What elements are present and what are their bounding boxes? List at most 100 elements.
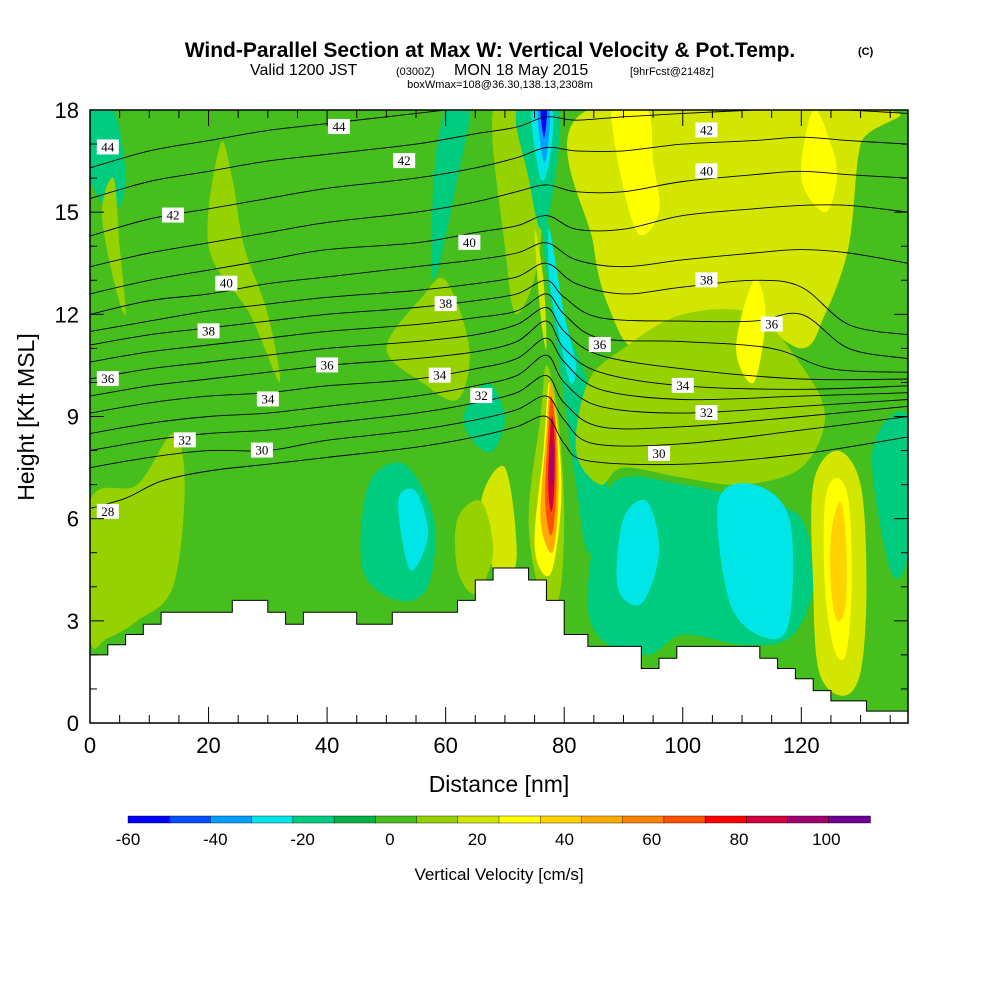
velocity-region-25	[549, 439, 554, 486]
velocity-region-27	[575, 308, 825, 485]
isentrope-label-17: 34	[676, 378, 690, 393]
colorbar-tick-label: 60	[642, 830, 661, 849]
colorbar-swatch-1	[168, 815, 212, 824]
colorbar-swatch-10	[540, 815, 583, 824]
x-tick-label: 100	[664, 733, 701, 758]
y-tick-label: 12	[55, 302, 79, 327]
velocity-region-33	[631, 530, 648, 589]
isentrope-label-box-14	[760, 316, 783, 332]
colorbar-tick-label: -60	[116, 830, 141, 849]
isentrope-43	[90, 110, 908, 199]
isentrope-label-box-19	[470, 388, 493, 404]
velocity-region-2	[90, 433, 185, 649]
subtitle-box: boxWmax=108@36.30,138.13,2308m	[407, 79, 593, 91]
colorbar-label: Vertical Velocity [cm/s]	[414, 865, 583, 884]
isentrope-label-box-2	[161, 207, 184, 223]
terrain-layer	[90, 567, 908, 723]
velocity-region-1	[90, 110, 126, 213]
isentrope-39	[90, 242, 908, 315]
x-tick-label: 80	[552, 733, 576, 758]
velocity-region-35	[739, 510, 778, 621]
isentrope-label-9: 38	[439, 296, 452, 311]
velocity-region-3	[101, 177, 126, 316]
colorbar-swatch-0	[127, 815, 170, 824]
subtitle-utc: (0300Z)	[396, 66, 435, 78]
isentrope-label-box-0	[96, 139, 119, 155]
isentrope-labels: 44 44 42 42 42 40 40 40 38 38 38 36 36 36 36 34 34 34 32 32…	[96, 119, 783, 519]
vertical-velocity-fill	[90, 110, 908, 696]
colorbar-swatch-13	[663, 815, 706, 824]
isentrope-label-box-6	[458, 234, 481, 250]
isentrope-label-2: 42	[166, 208, 179, 223]
isentrope-label-0: 44	[101, 139, 115, 154]
isentrope-label-14: 36	[765, 317, 779, 332]
isentrope-label-21: 30	[255, 443, 268, 458]
isentrope-label-box-22	[648, 445, 671, 461]
isentrope-label-box-12	[316, 357, 339, 373]
isentrope-label-box-13	[588, 336, 611, 352]
y-tick-label: 6	[67, 507, 79, 532]
velocity-region-6	[431, 110, 470, 281]
isentrope-label-3: 42	[398, 153, 411, 168]
isentrope-label-box-10	[695, 272, 718, 288]
isentrope-label-13: 36	[593, 337, 607, 352]
isentrope-label-7: 40	[700, 163, 713, 178]
terrain-profile	[90, 567, 908, 723]
isentrope-33	[90, 337, 908, 414]
colorbar-swatch-17	[828, 815, 871, 824]
isentrope-label-5: 40	[220, 276, 233, 291]
isentrope-34	[90, 320, 908, 397]
isentrope-label-box-16	[428, 367, 451, 383]
isentrope-label-box-1	[327, 119, 350, 135]
isentrope-36	[90, 293, 908, 373]
x-tick-label: 40	[315, 733, 339, 758]
colorbar-swatch-4	[292, 815, 335, 824]
colorbar-tick-label: 80	[730, 830, 749, 849]
colorbar-swatch-15	[746, 815, 789, 824]
isentrope-label-8: 38	[202, 323, 215, 338]
isentrope-label-box-7	[695, 163, 718, 179]
isentrope-label-10: 38	[700, 272, 713, 287]
isentrope-label-6: 40	[463, 235, 476, 250]
colorbar-swatch-11	[581, 815, 624, 824]
subtitle-date: MON 18 May 2015	[454, 62, 588, 79]
chart-title: Wind-Parallel Section at Max W: Vertical…	[185, 39, 796, 62]
isentrope-label-box-4	[695, 122, 718, 138]
x-axis-ticks: 0 20 40 60 80 100 120	[84, 110, 891, 758]
colorbar-tick-label: 0	[385, 830, 394, 849]
y-tick-label: 15	[55, 200, 79, 225]
colorbar-swatch-6	[375, 815, 418, 824]
isentrope-label-box-15	[256, 391, 279, 407]
isentrope-41	[90, 170, 908, 268]
colorbar-swatch-16	[787, 815, 830, 824]
isentrope-label-box-18	[173, 432, 196, 448]
isentrope-label-4: 42	[700, 122, 713, 137]
colorbar-tick-label: 40	[555, 830, 574, 849]
y-tick-label: 18	[55, 98, 79, 123]
colorbar-swatch-12	[622, 815, 665, 824]
isentrope-label-box-23	[96, 503, 119, 519]
isentrope-label-15: 34	[261, 391, 275, 406]
isentrope-31	[90, 375, 908, 452]
isentrope-label-box-8	[197, 323, 220, 339]
velocity-region-38	[830, 501, 847, 622]
colorbar-tick-label: 20	[468, 830, 487, 849]
chart-title-mark: (C)	[858, 46, 874, 58]
colorbar-swatch-14	[704, 815, 747, 824]
isentrope-40	[90, 204, 908, 295]
subtitle-valid: Valid 1200 JST	[250, 62, 358, 79]
isentrope-label-1: 44	[332, 119, 346, 134]
isentrope-label-box-17	[671, 377, 694, 393]
isentrope-30	[90, 395, 908, 469]
isentrope-label-20: 32	[700, 405, 713, 420]
y-axis-label: Height [Kft MSL]	[13, 333, 39, 500]
isentrope-label-23: 28	[101, 504, 114, 519]
isentrope-label-box-11	[96, 371, 119, 387]
velocity-region-28	[611, 110, 660, 236]
colorbar-tick-label: -20	[290, 830, 315, 849]
colorbar-swatch-9	[498, 815, 541, 824]
colorbar-swatch-2	[210, 815, 253, 824]
x-tick-label: 0	[84, 733, 96, 758]
isentrope-label-box-9	[434, 296, 457, 312]
